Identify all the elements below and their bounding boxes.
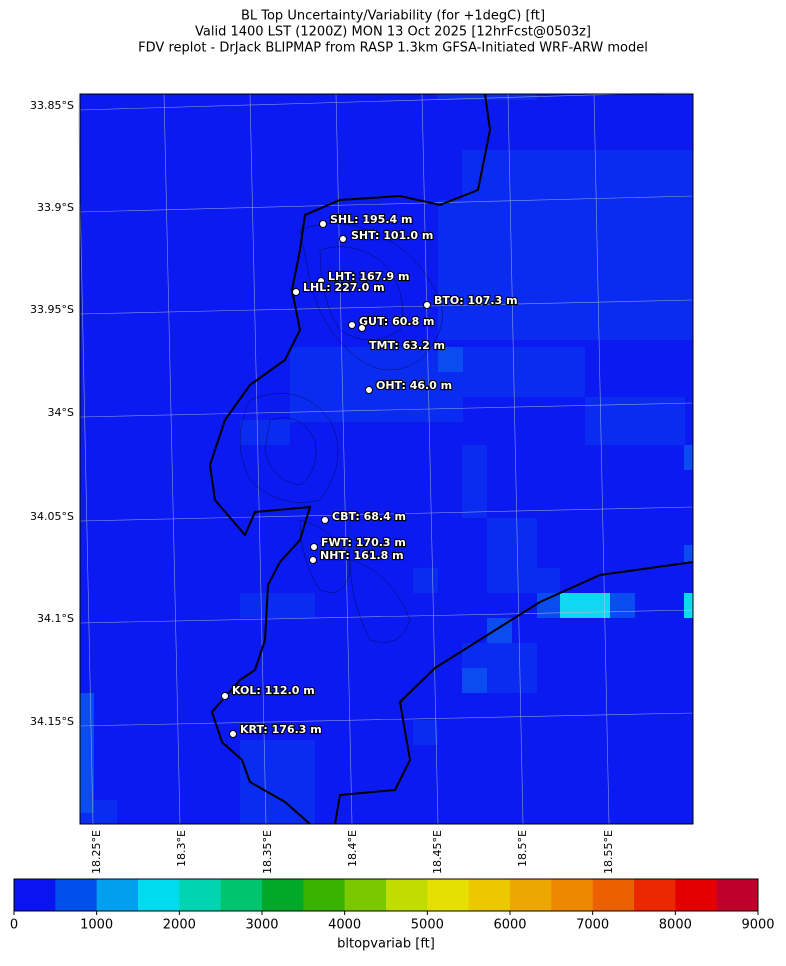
colorbar-tick-label: 3000 — [245, 918, 278, 933]
lat-label: 34.05°S — [30, 510, 74, 523]
colorbar-tick-label: 4000 — [328, 918, 361, 933]
lat-label: 34.1°S — [37, 612, 74, 625]
lon-label: 18.45°E — [431, 830, 444, 874]
station-marker — [319, 220, 327, 228]
colorbar-bin — [96, 879, 139, 911]
station-label: BTO: 107.3 m — [434, 294, 518, 307]
station-label: OHT: 46.0 m — [376, 379, 452, 392]
station-label: FWT: 170.3 m — [321, 536, 406, 549]
station-marker — [358, 324, 366, 332]
colorbar-tick-label: 7000 — [576, 918, 609, 933]
title-line: BL Top Uncertainty/Variability (for +1de… — [241, 9, 545, 24]
colorbar-bin — [510, 879, 552, 911]
station-label: CBT: 68.4 m — [332, 510, 406, 523]
station-marker — [365, 386, 373, 394]
colorbar-tick-label: 6000 — [493, 918, 526, 933]
lat-label: 34°S — [48, 406, 74, 419]
colorbar-bin — [262, 879, 304, 911]
station-marker — [310, 543, 318, 551]
colorbar-tick-label: 2000 — [163, 918, 196, 933]
colorbar-bin — [138, 879, 180, 911]
lat-label: 34.15°S — [30, 715, 74, 728]
station-label: LHL: 227.0 m — [303, 281, 385, 294]
colorbar-tick-label: 1000 — [80, 918, 113, 933]
station-label: SHL: 195.4 m — [330, 213, 412, 226]
station-marker — [292, 288, 300, 296]
station-label: NHT: 161.8 m — [320, 549, 404, 562]
colorbar-bin — [675, 879, 717, 911]
colorbar-bin — [220, 879, 263, 911]
colorbar-tick-label: 0 — [10, 918, 18, 933]
station-label: TMT: 63.2 m — [369, 339, 445, 352]
colorbar-bin — [55, 879, 97, 911]
colorbar: 0 1000 2000 3000 4000 5000 6000 7000 8000 9000 — [10, 878, 775, 933]
map: SHL: 195.4 m SHT: 101.0 m LHT: 167.9 mLHL:… — [77, 91, 694, 825]
colorbar-bin — [634, 879, 676, 911]
lat-label: 33.9°S — [37, 201, 74, 214]
station-label: KRT: 176.3 m — [240, 723, 322, 736]
colorbar-label: bltopvariab [ft] — [337, 937, 435, 952]
lon-label: 18.5°E — [516, 830, 529, 867]
colorbar-bin — [386, 879, 428, 911]
lat-label: 33.95°S — [30, 303, 74, 316]
colorbar-bin — [592, 879, 635, 911]
lon-label: 18.4°E — [346, 830, 359, 867]
station-marker — [317, 277, 325, 285]
graticule — [77, 91, 694, 825]
lon-label: 18.35°E — [261, 830, 274, 874]
variability-peak — [560, 593, 693, 618]
colorbar-bin — [344, 879, 387, 911]
colorbar-bin — [14, 879, 56, 911]
station-marker — [423, 301, 431, 309]
lon-label: 18.25°E — [90, 830, 103, 874]
colorbar-bin — [551, 879, 593, 911]
colorbar-bin — [303, 879, 345, 911]
colorbar-bin — [716, 879, 759, 911]
station-marker — [309, 556, 317, 564]
station-marker — [221, 692, 229, 700]
colorbar-frame — [13, 878, 759, 912]
terrain-contours — [239, 223, 443, 643]
title-line: FDV replot - DrJack BLIPMAP from RASP 1.… — [138, 41, 648, 56]
station-label: GUT: 60.8 m — [359, 315, 435, 328]
coastline — [208, 93, 694, 825]
station-marker — [229, 730, 237, 738]
station-marker — [348, 321, 356, 329]
colorbar-tick-label: 9000 — [741, 918, 774, 933]
station-label: KOL: 112.0 m — [232, 684, 315, 697]
colorbar-bin — [468, 879, 511, 911]
station-marker — [321, 516, 329, 524]
map-frame — [79, 93, 694, 825]
colorbar-bin — [179, 879, 221, 911]
station-label: LHT: 167.9 m — [328, 270, 409, 283]
colorbar-bin — [427, 879, 469, 911]
lon-label: 18.55°E — [602, 830, 615, 874]
colorbar-tick-label: 5000 — [411, 918, 444, 933]
title-line: Valid 1400 LST (1200Z) MON 13 Oct 2025 [… — [195, 25, 591, 40]
lon-label: 18.3°E — [175, 830, 188, 867]
station-marker — [339, 235, 347, 243]
lat-label: 33.85°S — [30, 99, 74, 112]
station-label: SHT: 101.0 m — [351, 229, 433, 242]
colorbar-tick-label: 8000 — [659, 918, 692, 933]
